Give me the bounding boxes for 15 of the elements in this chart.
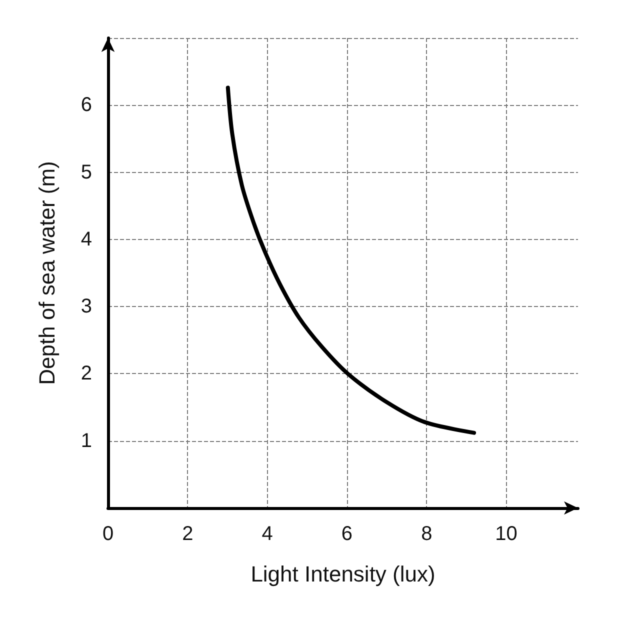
x-tick-label: 6 <box>341 523 353 545</box>
x-tick-label: 2 <box>182 523 194 545</box>
x-tick-label: 8 <box>421 523 432 545</box>
y-tick-label: 5 <box>80 161 92 184</box>
y-tick-label: 6 <box>80 94 92 116</box>
x-tick-label: 4 <box>262 523 273 545</box>
y-tick-label: 3 <box>80 296 92 318</box>
x-tick-label: 0 <box>102 523 114 545</box>
y-tick-label: 1 <box>80 430 92 452</box>
x-axis-title: Light Intensity (lux) <box>250 562 436 586</box>
y-axis-title: Depth of sea water (m) <box>34 161 60 385</box>
y-tick-label: 4 <box>80 228 92 250</box>
y-tick-label: 2 <box>80 362 92 385</box>
line-series <box>226 86 476 435</box>
x-tick-label: 10 <box>495 523 518 545</box>
